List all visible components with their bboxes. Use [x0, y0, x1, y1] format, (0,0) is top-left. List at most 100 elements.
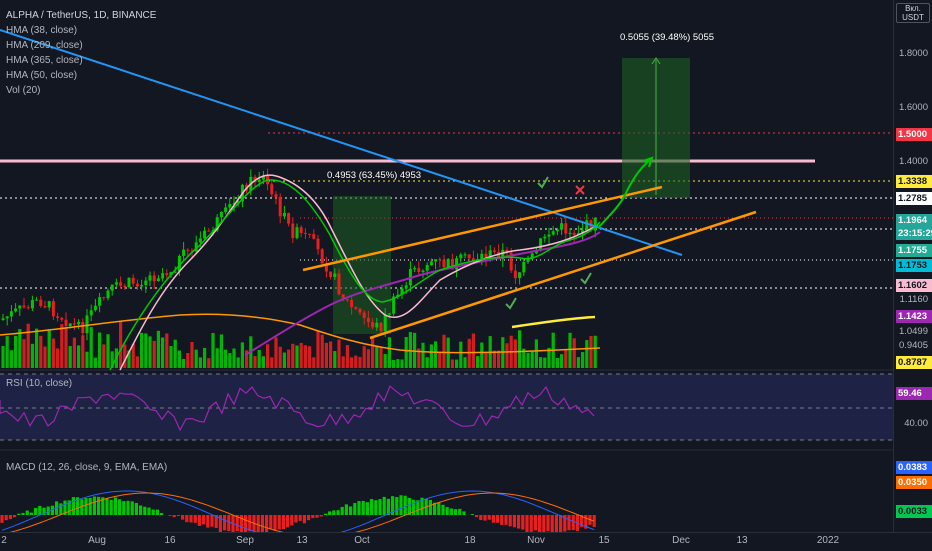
- volume-bar: [106, 334, 109, 368]
- candle-body: [350, 300, 353, 307]
- time-label: Nov: [527, 535, 545, 546]
- volume-bar: [203, 348, 206, 368]
- time-label: 16: [164, 535, 175, 546]
- volume-bar: [69, 346, 72, 368]
- legend-hma-209[interactable]: HMA (209, close): [6, 38, 156, 53]
- candle-body: [367, 318, 370, 322]
- candle-body: [144, 281, 147, 285]
- volume-bar: [220, 334, 223, 368]
- macd-bar: [450, 508, 453, 515]
- legend-hma-50[interactable]: HMA (50, close): [6, 68, 156, 83]
- candles: [2, 169, 597, 341]
- price-label: 1.8000: [899, 48, 928, 59]
- macd-bar: [135, 503, 138, 515]
- candle-body: [552, 231, 555, 234]
- macd-bar: [0, 515, 3, 523]
- volume-bar: [325, 343, 328, 368]
- volume-bar: [304, 345, 307, 368]
- volume-bar: [1, 346, 4, 368]
- macd-tag: 0.0383: [896, 461, 932, 474]
- candle-body: [94, 306, 97, 311]
- curve-yellow[interactable]: [512, 317, 595, 327]
- currency-label: USDT: [897, 13, 929, 22]
- volume-bar: [577, 357, 580, 368]
- volume-bar: [291, 344, 294, 368]
- volume-bar: [405, 337, 408, 368]
- volume-bar: [379, 347, 382, 368]
- volume-bar: [224, 350, 227, 368]
- volume-bar: [484, 353, 487, 368]
- candle-body: [426, 265, 429, 271]
- price-label: 1.4000: [899, 156, 928, 167]
- candle-body: [128, 278, 131, 287]
- volume-bar: [539, 357, 542, 368]
- candle-body: [346, 299, 349, 300]
- candle-body: [77, 322, 80, 324]
- volume-bar: [316, 331, 319, 368]
- volume-bar: [237, 357, 240, 368]
- macd-bar: [530, 515, 533, 532]
- price-label: 1.6000: [899, 102, 928, 113]
- candle-body: [459, 255, 462, 259]
- volume-bar: [535, 339, 538, 368]
- volume-bar: [98, 333, 101, 368]
- candle-body: [304, 233, 307, 234]
- volume-bar: [333, 351, 336, 368]
- chart-legend: ALPHA / TetherUS, 1D, BINANCE HMA (38, c…: [6, 8, 156, 98]
- candle-body: [338, 273, 341, 294]
- volume-bar: [52, 339, 55, 368]
- volume-bar: [455, 360, 458, 368]
- macd-bar: [496, 515, 499, 523]
- candle-body: [207, 231, 210, 232]
- macd-bar: [17, 514, 20, 515]
- candle-body: [165, 273, 168, 275]
- macd-bar: [303, 515, 306, 523]
- volume-bar: [321, 335, 324, 368]
- candle-body: [384, 314, 387, 331]
- macd-title[interactable]: MACD (12, 26, close, 9, EMA, EMA): [6, 462, 167, 473]
- macd-bar: [131, 501, 134, 515]
- volume-bar: [300, 343, 303, 368]
- legend-hma-38[interactable]: HMA (38, close): [6, 23, 156, 38]
- legend-hma-365[interactable]: HMA (365, close): [6, 53, 156, 68]
- macd-signal-tag: 0.0350: [896, 476, 932, 489]
- macd-bar: [143, 507, 146, 515]
- macd-bar: [9, 515, 12, 519]
- volume-bar: [90, 327, 93, 368]
- candle-body: [6, 316, 9, 318]
- volume-bar: [367, 349, 370, 368]
- candle-body: [258, 180, 261, 182]
- candle-body: [573, 233, 576, 235]
- macd-bar: [546, 515, 549, 531]
- candle-body: [18, 306, 21, 309]
- macd-bar: [13, 515, 16, 517]
- macd-bar: [446, 507, 449, 515]
- candle-body: [283, 213, 286, 216]
- macd-bar: [479, 515, 482, 520]
- currency-button[interactable]: Вкл. USDT: [896, 3, 930, 23]
- legend-volume[interactable]: Vol (20): [6, 83, 156, 98]
- macd-bar: [567, 515, 570, 530]
- macd-bar: [114, 497, 117, 515]
- macd-bar: [525, 515, 528, 532]
- candle-body: [27, 307, 30, 308]
- volume-bar: [438, 353, 441, 368]
- macd-bar: [404, 496, 407, 515]
- macd-bar: [139, 505, 142, 515]
- volume-bar: [426, 357, 429, 368]
- volume-bar: [153, 341, 156, 368]
- volume-bar: [169, 346, 172, 368]
- legend-symbol[interactable]: ALPHA / TetherUS, 1D, BINANCE: [6, 8, 156, 23]
- macd-bar: [110, 500, 113, 515]
- candle-body: [296, 227, 299, 238]
- volume-bar: [136, 356, 139, 368]
- candle-body: [548, 235, 551, 237]
- candle-body: [86, 315, 89, 333]
- macd-bar: [273, 515, 276, 531]
- rsi-title[interactable]: RSI (10, close): [6, 378, 72, 389]
- macd-bar: [345, 504, 348, 515]
- volume-bar: [186, 353, 189, 368]
- macd-bar: [278, 515, 281, 530]
- candle-body: [413, 268, 416, 269]
- macd-bar: [147, 508, 150, 515]
